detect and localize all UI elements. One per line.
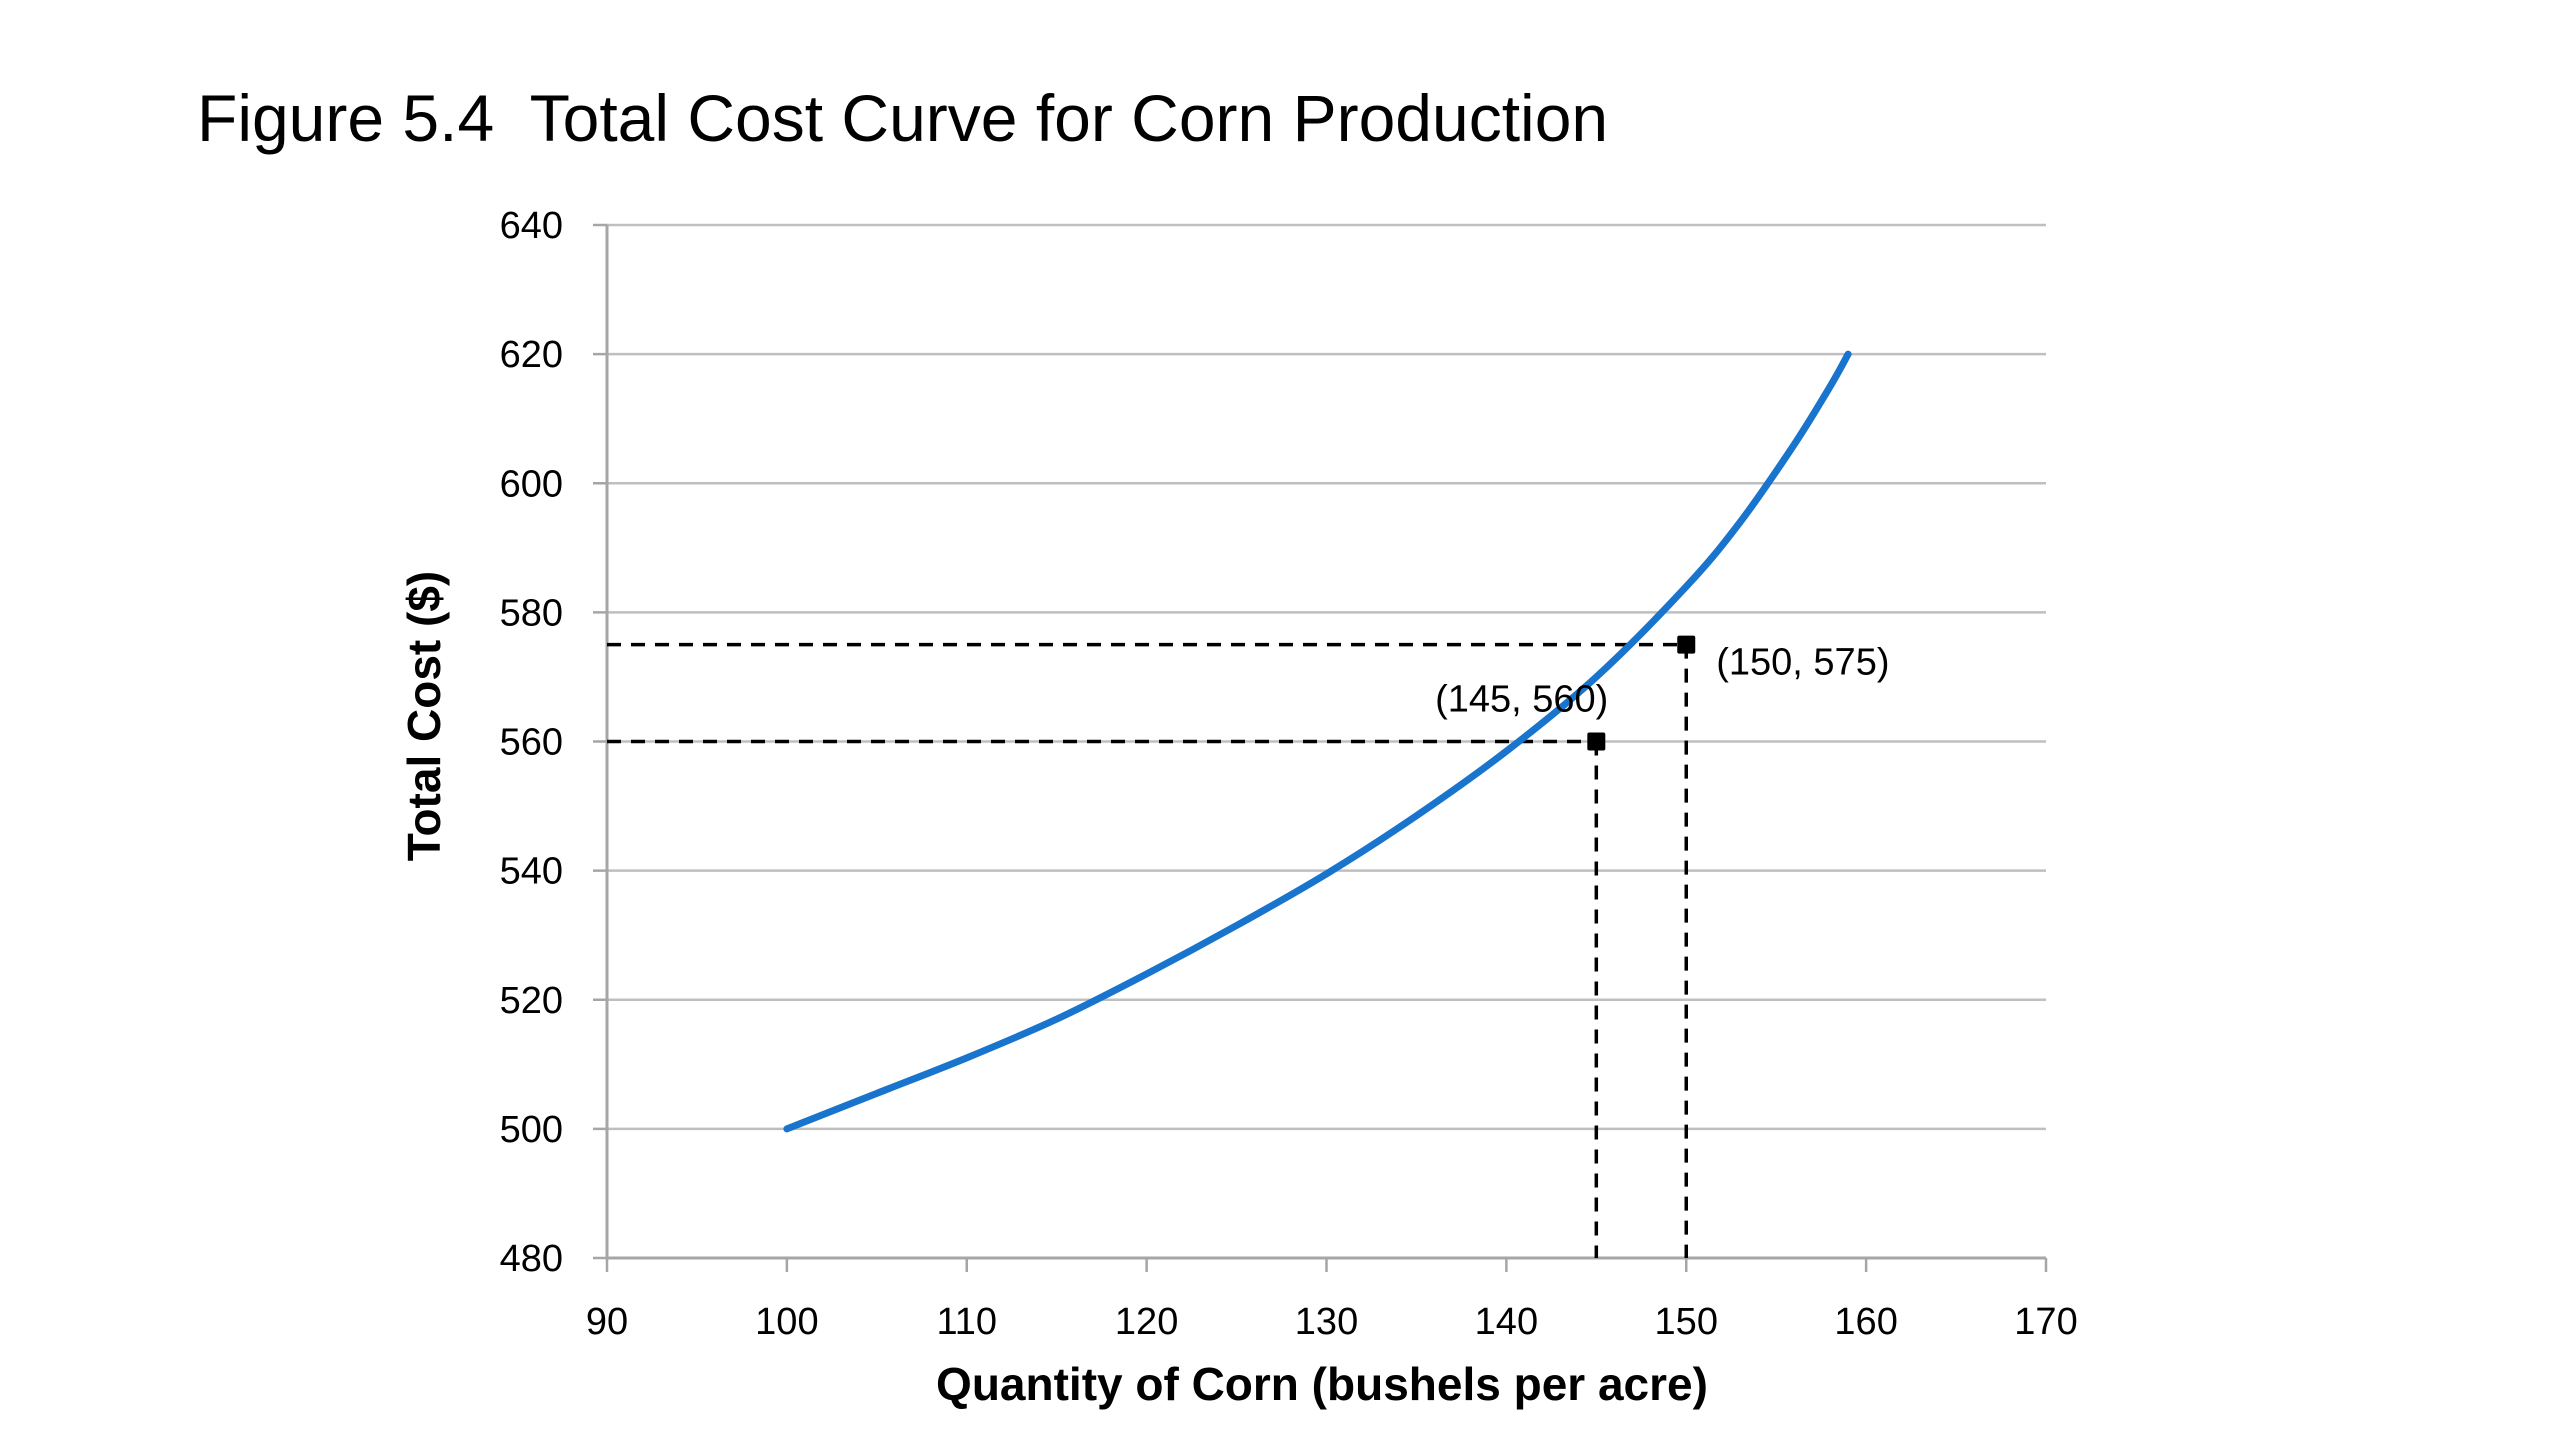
y-tick-label: 580	[500, 592, 563, 634]
x-tick-label: 160	[1834, 1301, 1897, 1343]
tick-labels: 480 500 520 540 560 580 600 620 640 90 100 110 120 13…	[500, 205, 2078, 1343]
y-tick-label: 620	[500, 334, 563, 376]
series-layer	[783, 350, 1852, 1133]
guide-lines	[607, 642, 1688, 1258]
x-axis-title: Quantity of Corn (bushels per acre)	[936, 1358, 1708, 1410]
data-point-label: (145, 560)	[1435, 679, 1608, 721]
data-point-label: (150, 575)	[1716, 642, 1889, 684]
markers: (145, 560) (150, 575)	[1435, 635, 1889, 751]
y-tick-label: 520	[500, 980, 563, 1022]
y-tick-label: 540	[500, 851, 563, 893]
y-tick-label: 500	[500, 1109, 563, 1151]
x-tick-label: 150	[1655, 1301, 1718, 1343]
x-tick-label: 90	[586, 1301, 628, 1343]
y-tick-label: 640	[500, 205, 563, 247]
total-cost-curve	[783, 350, 1852, 1133]
data-point-marker	[1677, 635, 1696, 654]
y-tick-label: 560	[500, 722, 563, 764]
chart-title: Figure 5.4 Total Cost Curve for Corn Pro…	[197, 81, 1609, 155]
y-tick-label: 480	[500, 1238, 563, 1280]
y-tick-label: 600	[500, 463, 563, 505]
x-tick-label: 120	[1115, 1301, 1178, 1343]
y-axis-title: Total Cost ($)	[398, 571, 450, 861]
axes	[593, 223, 2048, 1272]
x-tick-label: 110	[936, 1301, 997, 1343]
x-tick-label: 130	[1295, 1301, 1358, 1343]
data-point-marker	[1587, 732, 1606, 751]
x-tick-label: 100	[755, 1301, 818, 1343]
x-tick-label: 140	[1475, 1301, 1538, 1343]
x-tick-label: 170	[2014, 1301, 2077, 1343]
